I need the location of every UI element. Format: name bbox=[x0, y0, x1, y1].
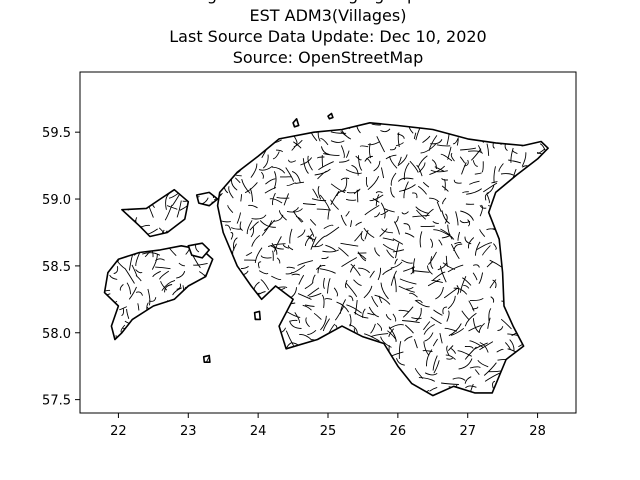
y-tick-label: 59.5 bbox=[42, 126, 71, 141]
x-tick-label: 25 bbox=[320, 424, 337, 439]
title-line-2: EST ADM3(Villages) bbox=[250, 6, 407, 25]
y-tick-label: 57.5 bbox=[42, 394, 71, 409]
y-tick-label: 58.0 bbox=[42, 327, 71, 342]
x-axis: 22 23 24 25 26 27 28 bbox=[110, 413, 546, 439]
region-ruhnu bbox=[202, 354, 211, 364]
region-kihnu bbox=[253, 310, 262, 321]
x-tick-label: 23 bbox=[180, 424, 197, 439]
title-line-1: geoBoundaries.org - gbOpen bbox=[207, 0, 437, 4]
region-muhu bbox=[187, 242, 210, 259]
y-axis: 57.5 58.0 58.5 59.0 59.5 bbox=[42, 126, 80, 409]
region-naissaar bbox=[292, 118, 300, 128]
map-regions bbox=[103, 112, 549, 397]
title-line-4: Source: OpenStreetMap bbox=[233, 48, 424, 67]
region-hiiumaa bbox=[121, 188, 190, 238]
title-line-3: Last Source Data Update: Dec 10, 2020 bbox=[169, 27, 486, 46]
x-tick-label: 22 bbox=[110, 424, 127, 439]
region-mainland bbox=[216, 122, 549, 397]
y-tick-label: 58.5 bbox=[42, 260, 71, 275]
x-tick-label: 26 bbox=[390, 424, 407, 439]
region-saaremaa bbox=[103, 245, 214, 341]
x-tick-label: 24 bbox=[250, 424, 267, 439]
figure-title: geoBoundaries.org - gbOpen EST ADM3(Vill… bbox=[169, 0, 486, 67]
x-tick-label: 28 bbox=[529, 424, 546, 439]
x-tick-label: 27 bbox=[459, 424, 476, 439]
region-prangli bbox=[327, 112, 334, 120]
y-tick-label: 59.0 bbox=[42, 193, 71, 208]
